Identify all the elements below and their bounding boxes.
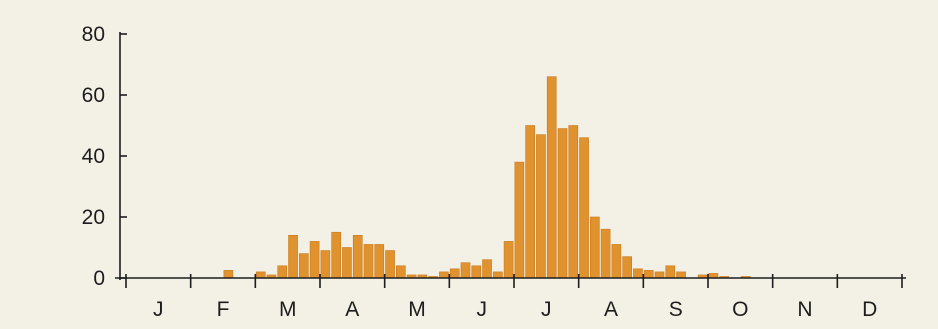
bar — [299, 253, 309, 279]
bar — [643, 270, 654, 279]
bar — [331, 231, 341, 279]
x-tick-label: J — [541, 298, 552, 321]
bar — [525, 125, 535, 279]
x-tick-label: A — [604, 298, 618, 321]
x-tick-label: M — [279, 298, 297, 321]
bar — [611, 244, 622, 279]
bar — [460, 262, 471, 279]
bar — [622, 256, 632, 279]
bar — [482, 259, 492, 279]
y-tick-label: 80 — [82, 23, 105, 46]
bar — [471, 265, 482, 279]
bar — [385, 250, 395, 279]
y-tick-label: 40 — [82, 145, 105, 168]
x-tick-label: O — [732, 298, 748, 321]
bar — [503, 241, 514, 279]
x-tick-label: D — [862, 298, 877, 321]
bar — [288, 235, 298, 279]
bar — [449, 268, 460, 279]
bar — [676, 271, 686, 279]
bar — [439, 271, 449, 279]
x-tick-label: F — [217, 298, 230, 321]
bar — [536, 134, 546, 279]
y-tick-label: 60 — [82, 84, 105, 107]
x-tick-label: J — [153, 298, 164, 321]
bar — [546, 76, 557, 279]
bar — [557, 128, 568, 279]
bar — [342, 247, 352, 279]
bar — [514, 161, 525, 279]
y-axis-ticks: 0 20 40 60 80 — [82, 23, 127, 290]
bar — [633, 268, 643, 279]
bar — [590, 216, 600, 279]
bar — [352, 235, 363, 279]
bar — [309, 241, 320, 279]
bar — [320, 250, 331, 279]
y-tick-label: 0 — [93, 267, 105, 290]
x-tick-label: J — [476, 298, 487, 321]
bar — [374, 244, 385, 279]
x-tick-label: N — [797, 298, 812, 321]
bar — [493, 271, 503, 279]
bar — [665, 265, 676, 279]
bar — [255, 271, 266, 279]
x-tick-label: A — [345, 298, 359, 321]
x-tick-label: M — [408, 298, 426, 321]
bars — [223, 76, 751, 279]
bar — [579, 137, 589, 279]
bar — [568, 125, 579, 279]
bar — [363, 244, 374, 279]
bar — [223, 270, 234, 279]
x-tick-label: S — [669, 298, 683, 321]
bar — [396, 265, 406, 279]
bar — [600, 228, 611, 279]
bar — [277, 265, 288, 279]
y-tick-label: 20 — [82, 206, 105, 229]
bar — [654, 271, 665, 279]
